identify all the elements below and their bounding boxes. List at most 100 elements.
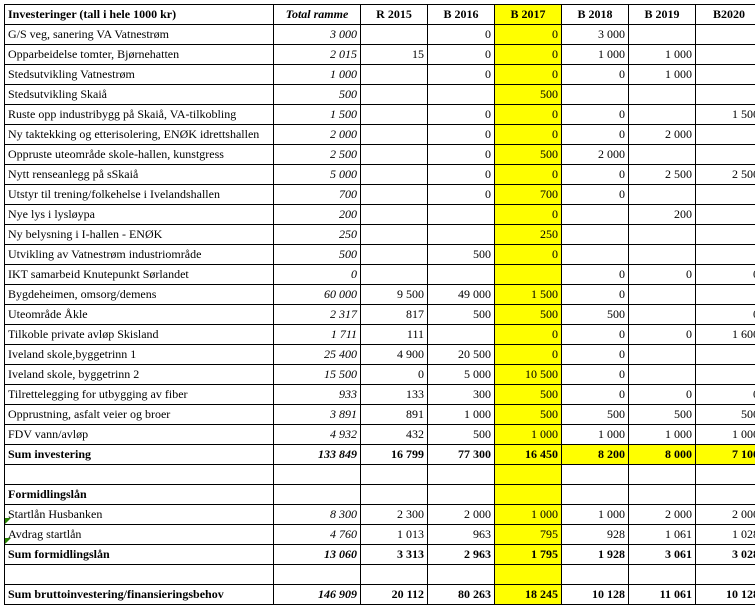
row-total: 2 500 (274, 145, 361, 165)
row-total: 0 (274, 265, 361, 285)
header-c1: B 2016 (428, 5, 495, 25)
row-desc: Iveland skole,byggetrinn 1 (5, 345, 274, 365)
row-cell (562, 225, 629, 245)
row-cell (696, 245, 755, 265)
row-cell: 3 000 (562, 25, 629, 45)
row-cell: 500 (428, 305, 495, 325)
row-cell: 133 (361, 385, 428, 405)
row-cell: 1 000 (562, 505, 629, 525)
row-desc: Nytt renseanlegg på sSkaiå (5, 165, 274, 185)
sum-formid-c3: 1 928 (562, 545, 629, 565)
spacer-row (5, 465, 755, 485)
row-cell: 0 (495, 65, 562, 85)
row-cell: 500 (495, 405, 562, 425)
row-cell: 0 (562, 105, 629, 125)
row-cell: 5 000 (428, 365, 495, 385)
row-total: 1 000 (274, 65, 361, 85)
row-cell: 0 (629, 265, 696, 285)
final-c4: 11 061 (629, 585, 696, 605)
header-c4: B 2019 (629, 5, 696, 25)
row-desc: Stedsutvikling Vatnestrøm (5, 65, 274, 85)
table-row: Oppruste uteområde skole-hallen, kunstgr… (5, 145, 755, 165)
row-total: 700 (274, 185, 361, 205)
sum-invest-total: 133 849 (274, 445, 361, 465)
row-cell: 0 (562, 345, 629, 365)
row-cell: 0 (428, 105, 495, 125)
row-cell: 500 (629, 405, 696, 425)
row-cell: 891 (361, 405, 428, 425)
row-cell (361, 145, 428, 165)
row-cell (495, 265, 562, 285)
table-row: Nytt renseanlegg på sSkaiå5 0000002 5002… (5, 165, 755, 185)
table-row: FDV vann/avløp4 9324325001 0001 0001 000… (5, 425, 755, 445)
row-cell: 500 (562, 405, 629, 425)
row-total: 15 500 (274, 365, 361, 385)
row-cell: 500 (562, 305, 629, 325)
row-cell: 1 500 (696, 105, 755, 125)
row-cell: 0 (495, 165, 562, 185)
row-cell: 2 000 (629, 125, 696, 145)
header-c2: B 2017 (495, 5, 562, 25)
formidlingslan-header-row: Formidlingslån (5, 485, 755, 505)
row-cell (696, 145, 755, 165)
row-cell (629, 145, 696, 165)
sum-formid-c1: 2 963 (428, 545, 495, 565)
sum-invest-c0: 16 799 (361, 445, 428, 465)
row-cell: 0 (696, 265, 755, 285)
row-cell: 0 (428, 45, 495, 65)
row-cell: 500 (495, 305, 562, 325)
row-cell: 2 300 (361, 505, 428, 525)
sum-formid-total: 13 060 (274, 545, 361, 565)
row-cell (696, 285, 755, 305)
table-row: IKT samarbeid Knutepunkt Sørlandet0000 (5, 265, 755, 285)
row-cell (361, 165, 428, 185)
row-cell: 500 (495, 85, 562, 105)
row-cell: 1 500 (495, 285, 562, 305)
row-cell: 1 000 (428, 405, 495, 425)
row-cell (428, 225, 495, 245)
row-cell (629, 305, 696, 325)
row-cell (428, 85, 495, 105)
row-cell (361, 205, 428, 225)
row-desc: FDV vann/avløp (5, 425, 274, 445)
row-cell: 0 (562, 325, 629, 345)
table-row: Tilkoble private avløp Skisland1 7111110… (5, 325, 755, 345)
row-cell (629, 225, 696, 245)
row-cell: 0 (562, 125, 629, 145)
sum-investering-row: Sum investering 133 849 16 799 77 300 16… (5, 445, 755, 465)
header-desc: Investeringer (tall i hele 1000 kr) (5, 5, 274, 25)
row-cell: 0 (428, 125, 495, 145)
row-cell (629, 105, 696, 125)
row-desc: Tilkoble private avløp Skisland (5, 325, 274, 345)
header-c5: B2020 (696, 5, 755, 25)
row-cell: 500 (428, 245, 495, 265)
header-c3: B 2018 (562, 5, 629, 25)
table-row: Ruste opp industribygg på Skaiå, VA-tilk… (5, 105, 755, 125)
row-cell: 432 (361, 425, 428, 445)
row-cell (696, 125, 755, 145)
row-cell (562, 205, 629, 225)
row-total: 1 500 (274, 105, 361, 125)
row-desc: Ruste opp industribygg på Skaiå, VA-tilk… (5, 105, 274, 125)
formidlingslan-label: Formidlingslån (5, 485, 274, 505)
final-c3: 10 128 (562, 585, 629, 605)
row-total: 25 400 (274, 345, 361, 365)
row-cell (562, 85, 629, 105)
row-cell: 0 (361, 365, 428, 385)
row-cell (629, 285, 696, 305)
row-cell: 0 (428, 145, 495, 165)
row-cell: 963 (428, 525, 495, 545)
row-total: 60 000 (274, 285, 361, 305)
row-desc: Utvikling av Vatnestrøm industriområde (5, 245, 274, 265)
row-total: 2 317 (274, 305, 361, 325)
row-desc: Nye lys i lysløypa (5, 205, 274, 225)
row-total: 1 711 (274, 325, 361, 345)
row-cell (696, 45, 755, 65)
row-cell (696, 345, 755, 365)
row-cell: 2 500 (629, 165, 696, 185)
row-cell: 1 000 (629, 65, 696, 85)
row-cell: 0 (495, 105, 562, 125)
row-cell: 795 (495, 525, 562, 545)
row-cell: 0 (562, 285, 629, 305)
row-cell (361, 105, 428, 125)
